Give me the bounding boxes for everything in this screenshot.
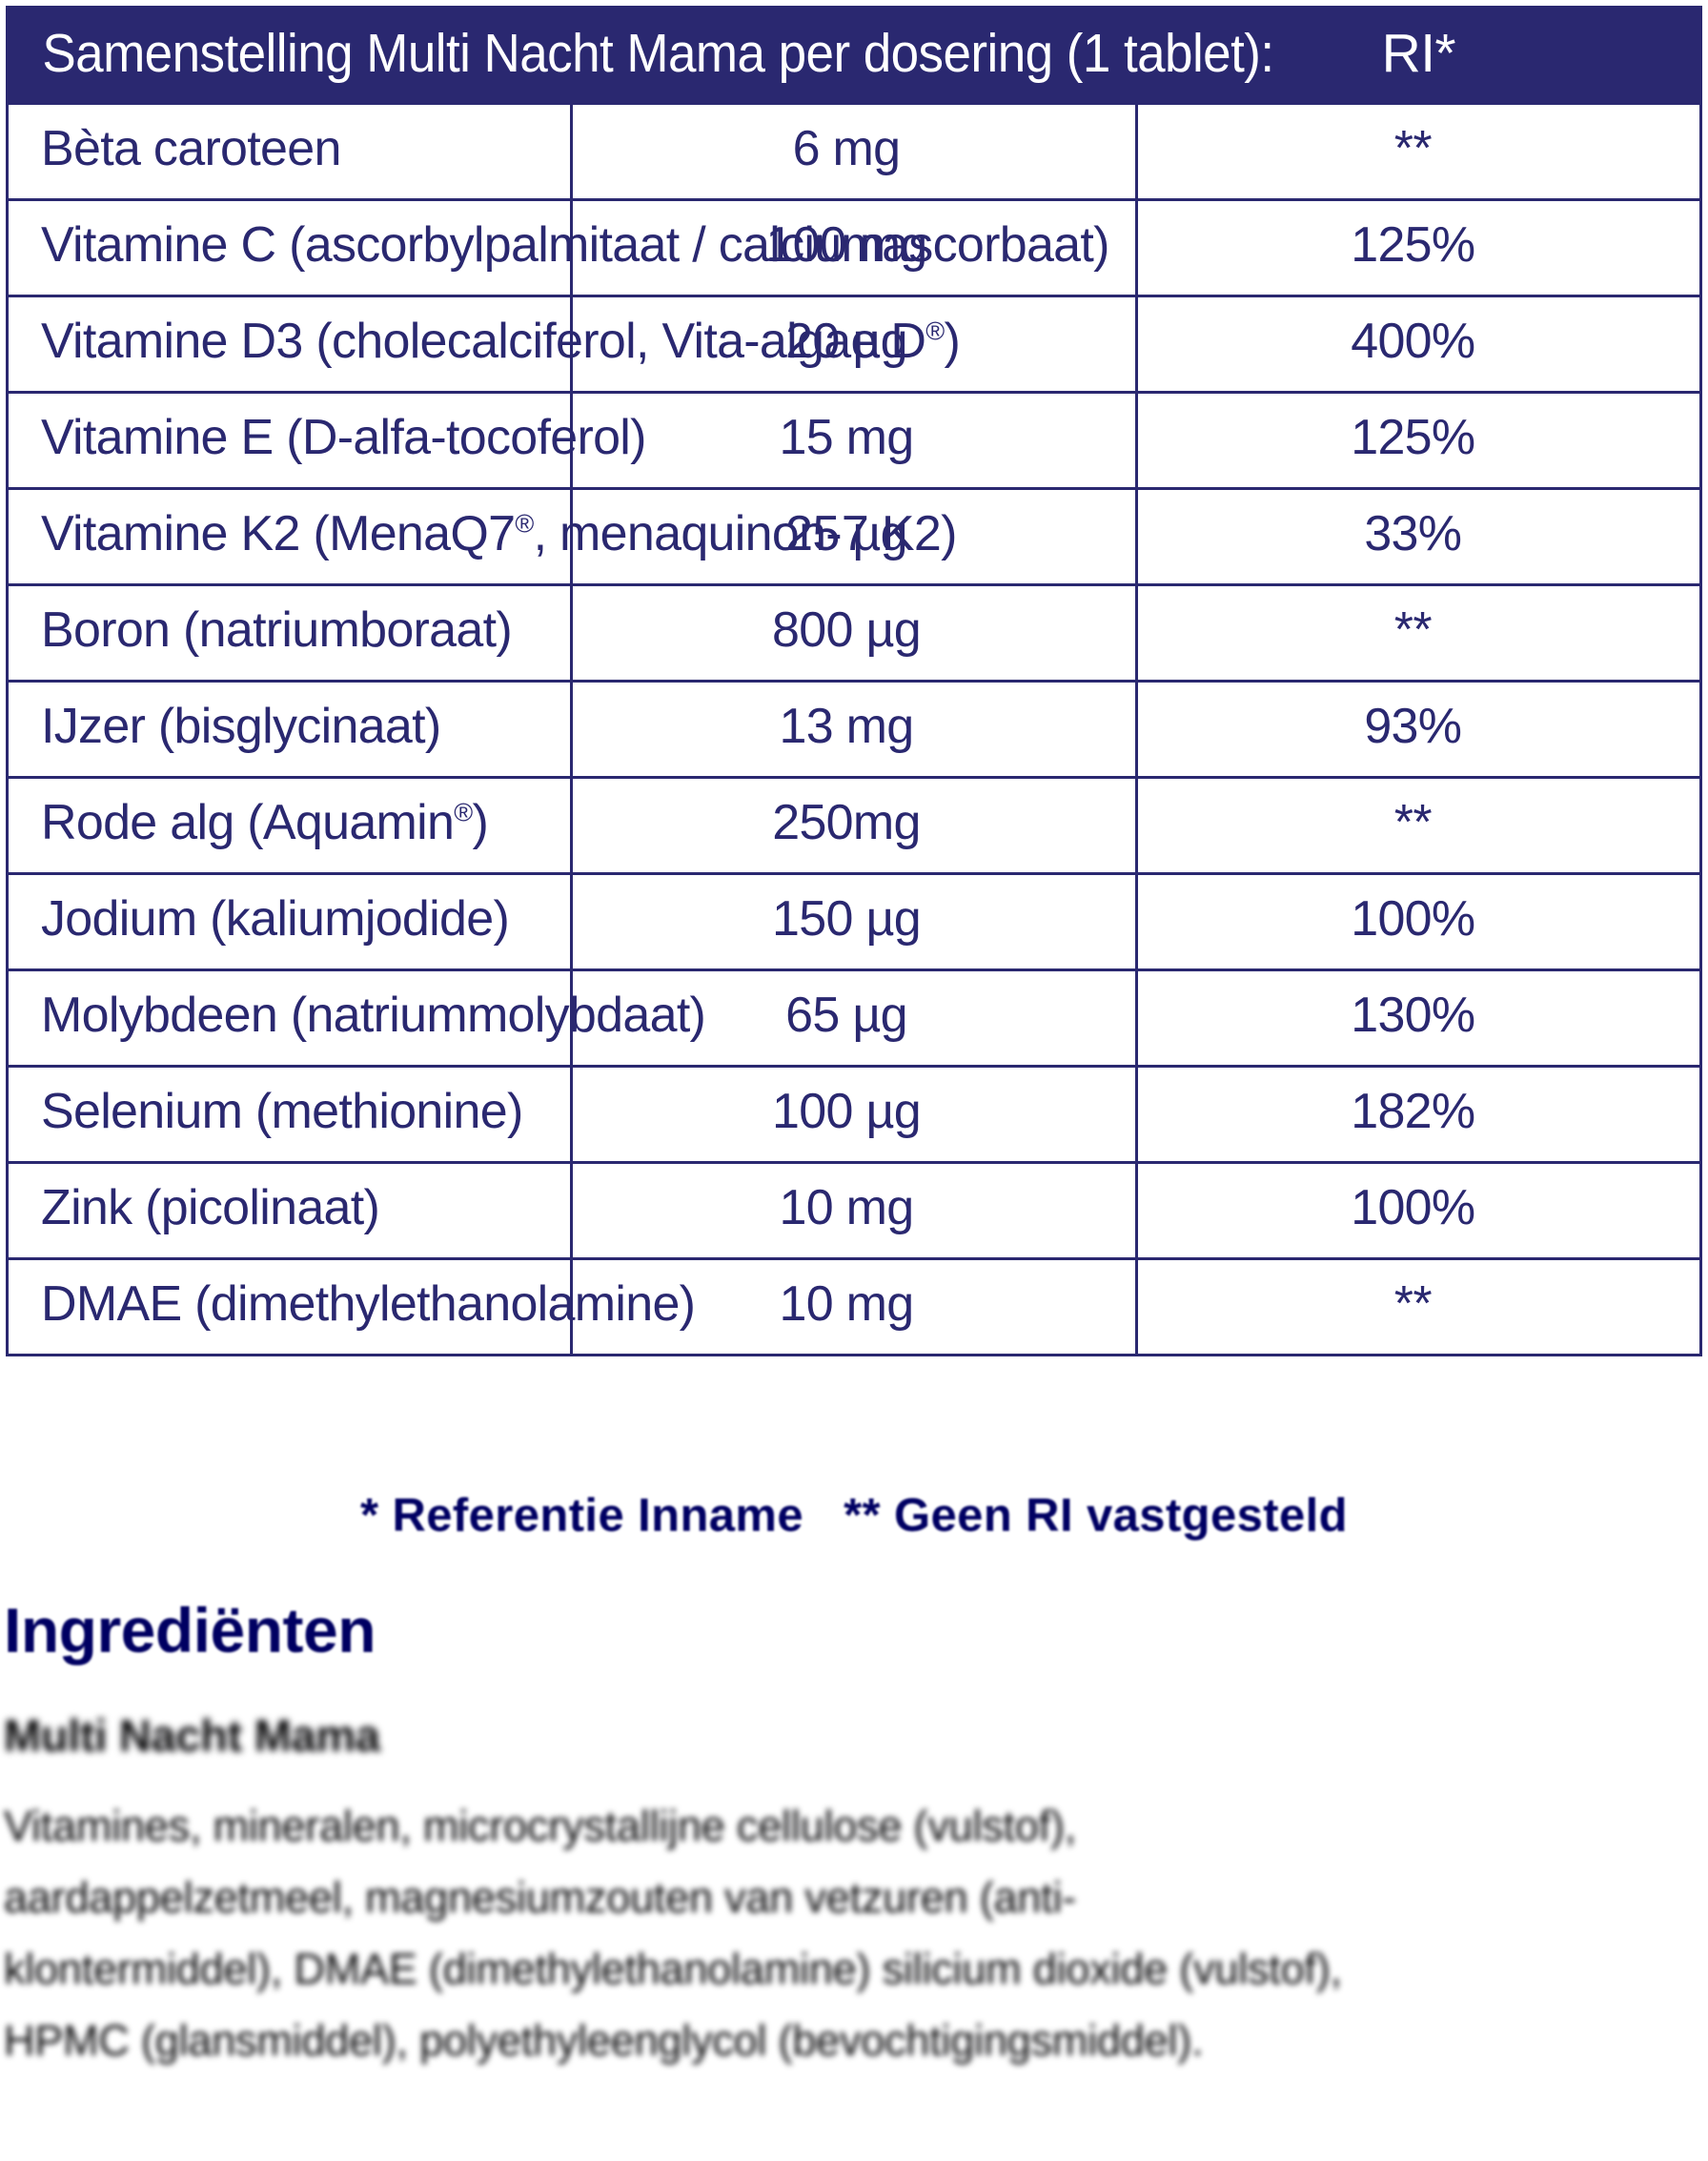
table-row: Vitamine K2 (MenaQ7®, menaquinon-7 K2) 25…	[5, 487, 1703, 586]
table-header: Samenstelling Multi Nacht Mama per doser…	[6, 6, 1703, 105]
nutrient-amount: 100 µg	[570, 1065, 1138, 1164]
table-row: IJzer (bisglycinaat) 13 mg 93%	[5, 680, 1703, 779]
nutrient-ri-value: 93%	[1134, 680, 1703, 779]
ingredients-line-4: HPMC (glansmiddel), polyethyleenglycol (…	[4, 2016, 1204, 2065]
table-row: Selenium (methionine) 100 µg 182%	[5, 1065, 1703, 1164]
table-row: Rode alg (Aquamin®) 250mg **	[5, 776, 1703, 875]
nutrient-amount: 800 µg	[570, 583, 1138, 683]
nutrient-name: Rode alg (Aquamin®)	[5, 776, 574, 875]
nutrient-amount: 10 mg	[570, 1161, 1138, 1260]
nutrient-ri-value: 182%	[1134, 1065, 1703, 1164]
nutrient-name: Molybdeen (natriummolybdaat)	[5, 968, 706, 1068]
nutrient-ri-value: **	[1134, 776, 1703, 875]
table-row: Boron (natriumboraat) 800 µg **	[5, 583, 1703, 683]
table-header-row: Samenstelling Multi Nacht Mama per doser…	[6, 6, 1703, 105]
nutrient-name: Vitamine D3 (cholecalciferol, Vita-algae…	[5, 295, 961, 394]
nutrient-amount: 13 mg	[570, 680, 1138, 779]
nutrient-ri-value: **	[1134, 583, 1703, 683]
nutrient-ri-value: 100%	[1134, 872, 1703, 971]
ingredients-line-1: Vitamines, mineralen, microcrystallijne …	[4, 1802, 1077, 1850]
table-row: Vitamine D3 (cholecalciferol, Vita-algae…	[5, 295, 1703, 394]
ingredients-product-name: Multi Nacht Mama	[4, 1710, 380, 1761]
ri-column-header: RI*	[1381, 23, 1456, 84]
nutrient-ri-value: **	[1134, 1257, 1703, 1356]
nutrient-name: DMAE (dimethylethanolamine)	[5, 1257, 696, 1356]
table-row: DMAE (dimethylethanolamine) 10 mg **	[5, 1257, 1703, 1356]
ingredients-heading: Ingrediënten	[4, 1595, 376, 1665]
nutrient-amount: 250mg	[570, 776, 1138, 875]
nutrient-amount: 20 µg	[570, 295, 1138, 394]
nutrient-amount: 25 µg	[570, 487, 1138, 586]
nutrient-amount: 150 µg	[570, 872, 1138, 971]
table-row: Vitamine C (ascorbylpalmitaat / calciuma…	[5, 198, 1703, 297]
nutrient-ri-value: 400%	[1134, 295, 1703, 394]
nutrient-ri-value: 130%	[1134, 968, 1703, 1068]
nutrient-name: Vitamine K2 (MenaQ7®, menaquinon-7 K2)	[5, 487, 957, 586]
nutrient-name: Bèta caroteen	[5, 102, 574, 201]
nutrient-name: Selenium (methionine)	[5, 1065, 574, 1164]
nutrient-ri-value: **	[1134, 102, 1703, 201]
nutrient-name: Vitamine C (ascorbylpalmitaat / calciuma…	[5, 198, 1109, 297]
footnote-reference-intake: * Referentie Inname	[359, 1490, 804, 1541]
table-row: Vitamine E (D-alfa-tocoferol) 15 mg 125%	[5, 391, 1703, 490]
nutrient-amount: 100 mg	[570, 198, 1138, 297]
table-title: Samenstelling Multi Nacht Mama per doser…	[42, 23, 1274, 84]
footnote-row: * Referentie Inname ** Geen RI vastgestel…	[0, 1489, 1708, 1542]
header-ri-cell: RI*	[1134, 6, 1703, 105]
footnote-no-ri: ** Geen RI vastgesteld	[844, 1490, 1349, 1541]
nutrient-amount: 6 mg	[570, 102, 1138, 201]
ingredients-line-2: aardappelzetmeel, magnesiumzouten van ve…	[4, 1873, 1077, 1922]
ingredients-line-3: klontermiddel), DMAE (dimethylethanolami…	[4, 1945, 1342, 1993]
ingredients-paragraph: Vitamines, mineralen, microcrystallijne …	[4, 1790, 1700, 2076]
nutrient-ri-value: 33%	[1134, 487, 1703, 586]
table-row: Molybdeen (natriummolybdaat) 65 µg 130%	[5, 968, 1703, 1068]
nutrient-ri-value: 125%	[1134, 198, 1703, 297]
nutrient-name: Jodium (kaliumjodide)	[5, 872, 574, 971]
nutrient-name: IJzer (bisglycinaat)	[5, 680, 574, 779]
header-title-cell: Samenstelling Multi Nacht Mama per doser…	[6, 6, 1274, 105]
nutrient-amount: 65 µg	[570, 968, 1138, 1068]
table-body: Bèta caroteen 6 mg ** Vitamine C (ascorbylp…	[5, 102, 1703, 1356]
nutrient-name: Vitamine E (D-alfa-tocoferol)	[5, 391, 646, 490]
table-row: Bèta caroteen 6 mg **	[5, 102, 1703, 201]
nutrient-ri-value: 125%	[1134, 391, 1703, 490]
nutrient-amount: 15 mg	[570, 391, 1138, 490]
table-row: Zink (picolinaat) 10 mg 100%	[5, 1161, 1703, 1260]
nutrient-name: Zink (picolinaat)	[5, 1161, 574, 1260]
nutrient-amount: 10 mg	[570, 1257, 1138, 1356]
nutrition-table: Samenstelling Multi Nacht Mama per doser…	[5, 6, 1703, 1356]
nutrient-ri-value: 100%	[1134, 1161, 1703, 1260]
table-row: Jodium (kaliumjodide) 150 µg 100%	[5, 872, 1703, 971]
nutrient-name: Boron (natriumboraat)	[5, 583, 574, 683]
